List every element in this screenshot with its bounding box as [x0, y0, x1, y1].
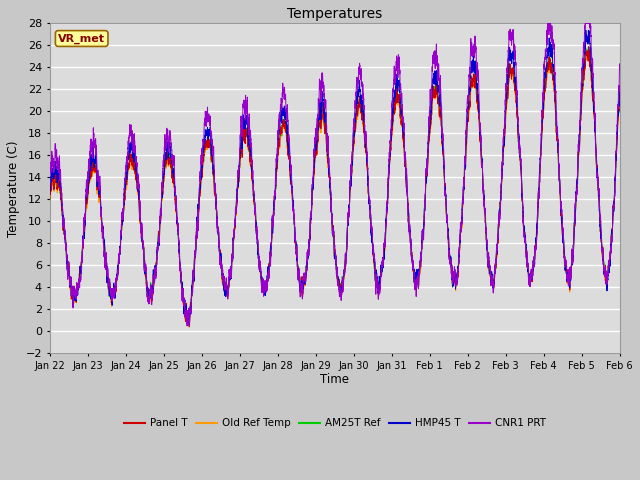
CNR1 PRT: [515, 136, 522, 142]
Old Ref Temp: [515, 139, 522, 144]
Legend: Panel T, Old Ref Temp, AM25T Ref, HMP45 T, CNR1 PRT: Panel T, Old Ref Temp, AM25T Ref, HMP45 …: [120, 414, 550, 432]
AM25T Ref: [46, 199, 54, 205]
Line: AM25T Ref: AM25T Ref: [50, 49, 620, 324]
Panel T: [584, 44, 592, 49]
CNR1 PRT: [149, 282, 157, 288]
AM25T Ref: [471, 77, 479, 83]
Panel T: [515, 138, 522, 144]
Line: CNR1 PRT: CNR1 PRT: [50, 24, 620, 326]
Old Ref Temp: [582, 48, 590, 53]
HMP45 T: [149, 277, 157, 283]
AM25T Ref: [186, 321, 193, 326]
HMP45 T: [186, 323, 193, 328]
AM25T Ref: [417, 258, 424, 264]
CNR1 PRT: [471, 34, 479, 39]
Panel T: [616, 94, 623, 100]
CNR1 PRT: [616, 61, 623, 67]
Line: Panel T: Panel T: [50, 47, 620, 327]
Panel T: [264, 276, 271, 282]
Old Ref Temp: [616, 89, 623, 95]
Panel T: [417, 259, 424, 264]
AM25T Ref: [388, 129, 396, 135]
Panel T: [186, 324, 193, 330]
CNR1 PRT: [264, 276, 271, 281]
Y-axis label: Temperature (C): Temperature (C): [7, 140, 20, 237]
Panel T: [471, 77, 479, 83]
Old Ref Temp: [388, 132, 396, 138]
X-axis label: Time: Time: [320, 373, 349, 386]
AM25T Ref: [515, 137, 522, 143]
CNR1 PRT: [183, 323, 191, 329]
AM25T Ref: [616, 89, 623, 95]
CNR1 PRT: [417, 251, 424, 257]
HMP45 T: [417, 254, 424, 260]
HMP45 T: [264, 276, 271, 281]
CNR1 PRT: [388, 104, 396, 110]
HMP45 T: [388, 120, 396, 126]
CNR1 PRT: [46, 183, 54, 189]
Line: HMP45 T: HMP45 T: [50, 30, 620, 325]
HMP45 T: [582, 27, 589, 33]
HMP45 T: [471, 64, 479, 70]
Panel T: [46, 195, 54, 201]
HMP45 T: [515, 131, 522, 136]
Old Ref Temp: [264, 276, 271, 281]
Line: Old Ref Temp: Old Ref Temp: [50, 50, 620, 326]
HMP45 T: [616, 87, 623, 93]
AM25T Ref: [264, 277, 271, 283]
Old Ref Temp: [46, 198, 54, 204]
Old Ref Temp: [417, 260, 424, 266]
CNR1 PRT: [544, 21, 552, 26]
Old Ref Temp: [184, 323, 191, 329]
Panel T: [388, 131, 396, 136]
Panel T: [149, 282, 157, 288]
Title: Temperatures: Temperatures: [287, 7, 382, 21]
AM25T Ref: [149, 280, 157, 286]
Text: VR_met: VR_met: [58, 34, 105, 44]
Old Ref Temp: [149, 282, 157, 288]
AM25T Ref: [582, 46, 590, 52]
HMP45 T: [46, 195, 54, 201]
Old Ref Temp: [471, 78, 479, 84]
